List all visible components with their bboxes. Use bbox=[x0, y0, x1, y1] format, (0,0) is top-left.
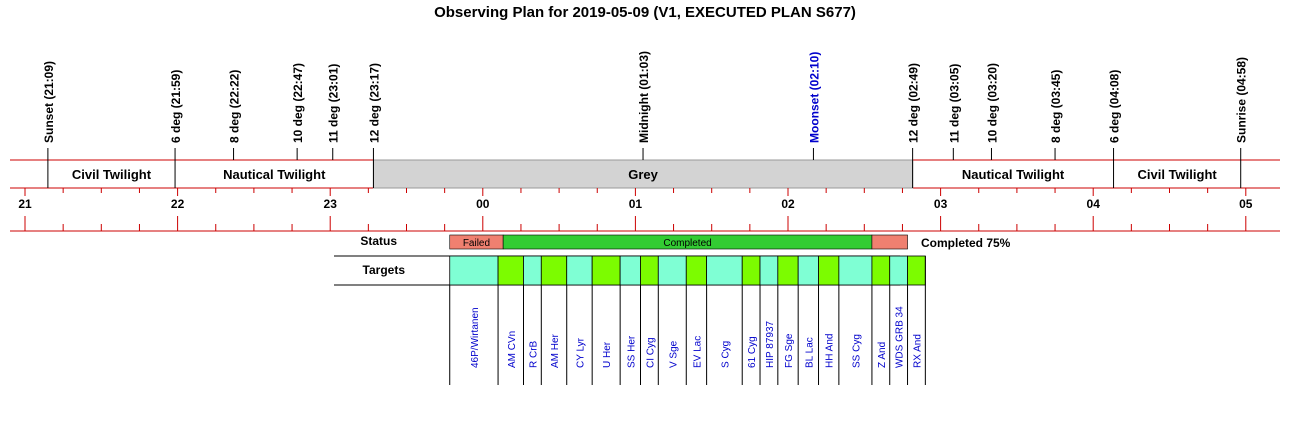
status-segment-failed bbox=[871, 234, 908, 250]
target-label: U Her bbox=[602, 341, 613, 368]
target-label: AM Her bbox=[550, 333, 561, 368]
hour-tick-label: 01 bbox=[629, 197, 643, 211]
event-label: 10 deg (22:47) bbox=[291, 63, 305, 143]
target-block bbox=[657, 255, 687, 286]
event-label: 8 deg (03:45) bbox=[1049, 70, 1063, 143]
target-block bbox=[759, 255, 779, 286]
grey-band bbox=[372, 159, 914, 189]
event-label: 10 deg (03:20) bbox=[985, 63, 999, 143]
target-block bbox=[777, 255, 799, 286]
hour-tick-label: 03 bbox=[934, 197, 948, 211]
target-label: R CrB bbox=[528, 340, 539, 368]
chart-title: Observing Plan for 2019-05-09 (V1, EXECU… bbox=[434, 4, 856, 21]
event-label: Midnight (01:03) bbox=[637, 51, 651, 143]
status-row-label: Status bbox=[360, 234, 397, 248]
event-label: 12 deg (23:17) bbox=[367, 63, 381, 143]
target-block bbox=[741, 255, 761, 286]
event-label: Sunrise (04:58) bbox=[1235, 57, 1249, 143]
target-label: CY Lyr bbox=[575, 337, 586, 368]
event-label: 6 deg (04:08) bbox=[1108, 70, 1122, 143]
target-label: HH And bbox=[825, 334, 836, 368]
target-label: V Sge bbox=[668, 340, 679, 368]
target-label: SS Cyg bbox=[851, 334, 862, 368]
target-block bbox=[449, 255, 499, 286]
event-label: 11 deg (03:05) bbox=[947, 64, 961, 143]
target-label: WDS GRB 34 bbox=[895, 306, 906, 368]
target-block bbox=[523, 255, 542, 286]
hour-tick-label: 23 bbox=[324, 197, 338, 211]
target-label: 46P/Wirtanen bbox=[470, 307, 481, 368]
band-label: Nautical Twilight bbox=[962, 167, 1065, 182]
targets-row-label: Targets bbox=[363, 263, 406, 277]
target-block bbox=[566, 255, 593, 286]
target-block bbox=[818, 255, 840, 286]
target-block bbox=[540, 255, 568, 286]
status-segment-label: Failed bbox=[463, 238, 490, 249]
target-block bbox=[871, 255, 891, 286]
target-block bbox=[619, 255, 641, 286]
target-label: CI Cyg bbox=[645, 337, 656, 368]
target-block bbox=[497, 255, 524, 286]
target-label: S Cyg bbox=[720, 341, 731, 368]
target-block bbox=[591, 255, 621, 286]
target-label: BL Lac bbox=[804, 337, 815, 368]
hour-tick-label: 04 bbox=[1087, 197, 1101, 211]
hour-tick-label: 22 bbox=[171, 197, 185, 211]
event-label: 12 deg (02:49) bbox=[907, 63, 921, 143]
target-block bbox=[838, 255, 873, 286]
target-label: SS Her bbox=[626, 335, 637, 368]
band-label: Civil Twilight bbox=[72, 167, 152, 182]
status-summary: Completed 75% bbox=[921, 236, 1011, 250]
hour-tick-label: 05 bbox=[1239, 197, 1253, 211]
event-label: 6 deg (21:59) bbox=[169, 70, 183, 143]
band-label: Civil Twilight bbox=[1138, 167, 1218, 182]
target-block bbox=[685, 255, 708, 286]
target-label: Z And bbox=[877, 342, 888, 368]
event-label: Sunset (21:09) bbox=[42, 61, 56, 143]
target-block bbox=[797, 255, 819, 286]
event-label: 11 deg (23:01) bbox=[327, 64, 341, 143]
target-block bbox=[706, 255, 743, 286]
target-label: EV Lac bbox=[692, 336, 703, 368]
band-label: Grey bbox=[628, 167, 658, 182]
event-label: 8 deg (22:22) bbox=[228, 70, 242, 143]
event-label: Moonset (02:10) bbox=[807, 52, 821, 143]
target-block bbox=[640, 255, 659, 286]
target-label: RX And bbox=[912, 334, 923, 368]
hour-tick-label: 00 bbox=[476, 197, 490, 211]
target-label: HIP 87937 bbox=[765, 320, 776, 368]
hour-tick-label: 21 bbox=[18, 197, 32, 211]
target-block bbox=[889, 255, 908, 286]
hour-tick-label: 02 bbox=[781, 197, 795, 211]
status-segment-label: Completed bbox=[663, 238, 711, 249]
target-label: AM CVn bbox=[507, 331, 518, 368]
target-label: 61 Cyg bbox=[747, 336, 758, 368]
band-label: Nautical Twilight bbox=[223, 167, 326, 182]
target-label: FG Sge bbox=[784, 333, 795, 368]
target-block bbox=[907, 255, 926, 286]
